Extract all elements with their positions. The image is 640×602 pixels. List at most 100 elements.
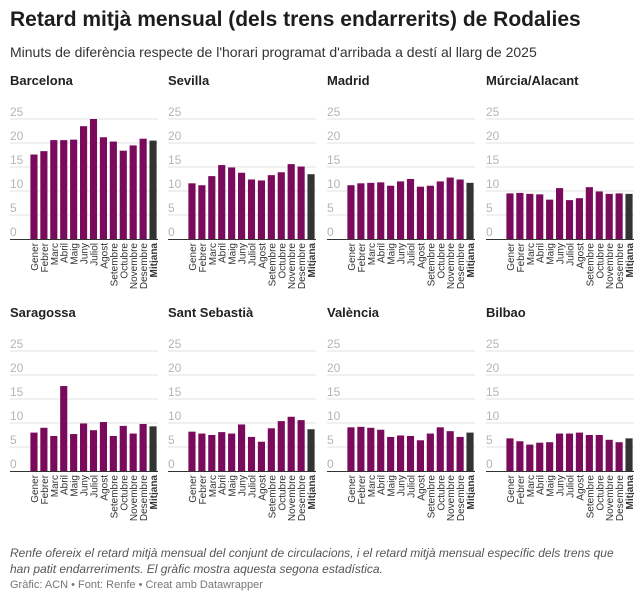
- x-tick-label: Abril: [536, 243, 547, 263]
- panel-chart: 0 5 10 15 20 25 GenerFebrerMarcAbrilMaigJunyJu…: [168, 105, 316, 289]
- bar: [556, 433, 564, 471]
- bar: [139, 423, 147, 471]
- panel-m-rcia-alacant: Múrcia/Alacant 0 5 10 15 20 25 Gener Febrer Marc A…: [486, 73, 638, 298]
- bar: [446, 431, 454, 471]
- x-tick-label: Maig: [387, 243, 398, 265]
- bar: [30, 154, 38, 239]
- bar: [436, 181, 444, 239]
- x-tick-label: Setembre: [426, 243, 437, 287]
- bar: [347, 427, 355, 471]
- y-tick-label: 25: [486, 337, 500, 351]
- x-tick-label: Juliol: [566, 475, 577, 498]
- x-tick-label: Abril: [218, 243, 229, 263]
- bar: [109, 141, 117, 239]
- bar: [615, 442, 623, 471]
- x-tick-label: Gener: [347, 242, 358, 270]
- panel-title: Sevilla: [168, 73, 210, 88]
- bar: [377, 182, 385, 239]
- x-tick-label: Gener: [30, 242, 41, 270]
- bar: [40, 151, 48, 239]
- x-tick-label: Setembre: [585, 243, 596, 287]
- bar: [287, 164, 295, 239]
- y-tick-label: 20: [168, 129, 182, 143]
- x-tick-label: Juliol: [248, 243, 259, 266]
- panel-chart: 0 5 10 15 20 25 GenerFebrerMarcAbrilMaigJunyJu…: [486, 105, 634, 290]
- bar: [267, 428, 275, 471]
- bar: [456, 436, 464, 471]
- bar: [506, 193, 514, 239]
- x-tick-label: Maig: [70, 243, 81, 265]
- x-tick-label: Mitjana: [307, 243, 316, 278]
- bar: [387, 436, 395, 471]
- bar: [198, 433, 206, 471]
- bar: [615, 193, 623, 239]
- bar: [208, 176, 216, 239]
- y-tick-label: 0: [327, 225, 334, 239]
- panel-title: Madrid: [327, 73, 370, 88]
- bar: [238, 172, 246, 239]
- x-tick-label: Mitjana: [625, 475, 634, 510]
- x-tick-label: Agost: [575, 243, 586, 269]
- bar: [119, 425, 127, 471]
- bar: [70, 434, 78, 471]
- bar: [40, 427, 48, 471]
- x-tick-label: Desembre: [297, 475, 308, 522]
- x-tick-label: Desembre: [615, 475, 626, 522]
- bar: [277, 172, 285, 239]
- panel-sant-sebasti-: Sant Sebastià 0 5 10 15 20 25 Gener Febrer Marc Ab…: [168, 305, 320, 530]
- x-tick-label: Setembre: [109, 475, 120, 519]
- x-tick-label: Mitjana: [625, 243, 634, 278]
- x-tick-label: Desembre: [615, 243, 626, 290]
- bar: [406, 435, 415, 471]
- bar: [218, 165, 226, 239]
- x-tick-label: Agost: [257, 243, 268, 269]
- x-tick-label: Juny: [80, 475, 91, 496]
- bar: [397, 435, 405, 471]
- x-tick-label: Octubre: [119, 475, 130, 511]
- panel-bilbao: Bilbao 0 5 10 15 20 25 Gener Febrer Marc Abril Maig…: [486, 305, 638, 530]
- bar: [605, 193, 613, 239]
- x-tick-label: Agost: [99, 243, 110, 269]
- x-tick-label: Juliol: [90, 243, 101, 266]
- bar: [60, 140, 68, 239]
- y-tick-label: 10: [327, 409, 341, 423]
- bar: [99, 422, 107, 471]
- panel-title: Saragossa: [10, 305, 76, 320]
- bar: [50, 435, 58, 471]
- bar: [556, 188, 564, 239]
- x-tick-label: Agost: [99, 475, 110, 501]
- x-tick-label: Agost: [416, 475, 427, 501]
- y-tick-label: 0: [486, 225, 493, 239]
- x-tick-label: Gener: [506, 474, 517, 502]
- panel-saragossa: Saragossa 0 5 10 15 20 25 Gener Febrer Marc Abril M…: [10, 305, 162, 530]
- bar: [397, 181, 405, 239]
- x-tick-label: Octubre: [595, 243, 606, 279]
- x-tick-label: Maig: [70, 475, 81, 497]
- x-tick-label: Setembre: [426, 475, 437, 519]
- y-tick-label: 15: [10, 153, 24, 167]
- bar: [565, 200, 574, 239]
- bar: [198, 185, 206, 239]
- bar: [80, 423, 88, 471]
- x-tick-label: Agost: [416, 243, 427, 269]
- panel-chart: 0 5 10 15 20 25 GenerFebrerMarcAbrilMaigJunyJu…: [327, 105, 475, 289]
- bar: [426, 185, 434, 239]
- y-tick-label: 0: [10, 457, 17, 471]
- x-tick-label: Octubre: [595, 475, 606, 511]
- x-tick-label: Octubre: [277, 243, 288, 279]
- x-tick-label: Setembre: [109, 243, 120, 287]
- y-tick-label: 5: [327, 433, 334, 447]
- bar: [516, 441, 524, 471]
- y-tick-label: 15: [486, 385, 500, 399]
- bar: [109, 435, 117, 471]
- x-tick-label: Febrer: [516, 474, 527, 504]
- bar: [585, 187, 593, 239]
- bar: [595, 191, 603, 239]
- bar: [257, 180, 265, 239]
- x-tick-label: Marc: [208, 243, 219, 265]
- bar: [357, 183, 365, 239]
- bar: [536, 194, 544, 239]
- bar: [139, 138, 147, 239]
- y-tick-label: 15: [486, 153, 500, 167]
- x-tick-label: Juny: [80, 243, 91, 264]
